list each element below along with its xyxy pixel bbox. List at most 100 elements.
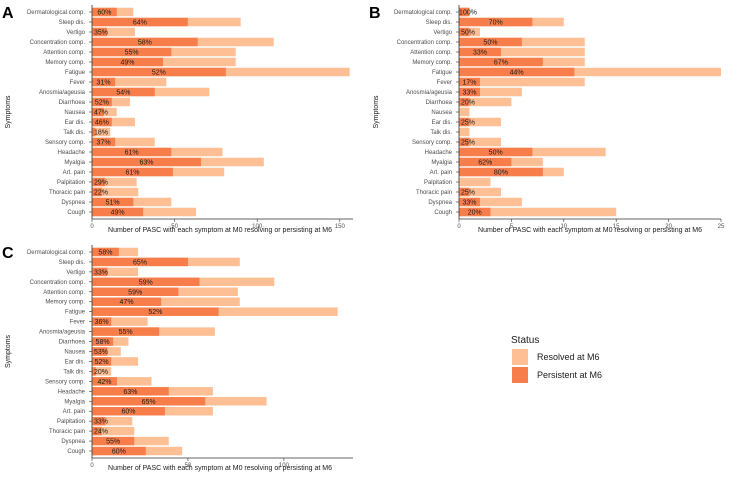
percent-label: 60% <box>121 409 135 416</box>
bar-persistent <box>92 397 206 406</box>
x-tick-label: 100 <box>279 463 290 469</box>
category-label: Art. pain <box>430 170 452 176</box>
percent-label: 35% <box>94 30 108 37</box>
percent-label: 61% <box>125 150 139 157</box>
bar-persistent <box>92 27 107 37</box>
category-label: Dyspnea <box>61 439 85 445</box>
percent-label: 37% <box>97 140 111 147</box>
percent-label: 59% <box>128 289 142 296</box>
category-label: Concentration comp. <box>30 40 86 46</box>
bar-persistent <box>459 167 543 177</box>
bar-persistent <box>459 17 533 27</box>
percent-label: 36% <box>95 319 109 326</box>
percent-label: 50% <box>489 150 503 157</box>
bar-persistent <box>92 387 169 396</box>
percent-label: 61% <box>125 170 139 177</box>
category-label: Vertigo <box>433 30 452 36</box>
category-label: Attention comp. <box>43 50 85 56</box>
percent-label: 44% <box>510 70 524 77</box>
percent-label: 29% <box>94 180 108 187</box>
bar-persistent <box>459 147 533 157</box>
bar-persistent <box>92 57 164 67</box>
bar-resolved <box>92 127 111 137</box>
percent-label: 18% <box>94 130 108 137</box>
percent-label: 65% <box>133 259 147 266</box>
bar-resolved <box>459 47 585 57</box>
category-label: Diarrhoea <box>59 100 86 106</box>
bar-resolved <box>92 357 139 366</box>
y-axis-title: Symptoms <box>5 95 12 129</box>
x-tick-label: 0 <box>90 224 94 230</box>
category-label: Fever <box>70 80 85 86</box>
bar-persistent <box>92 287 179 297</box>
bar-persistent <box>92 7 117 17</box>
x-axis-title: Number of PASC with each symptom at M0 r… <box>478 227 702 234</box>
percent-label: 49% <box>121 60 135 67</box>
y-axis-title: Symptoms <box>5 334 12 368</box>
category-label: Thoracic pain <box>49 190 85 196</box>
percent-label: 58% <box>98 249 112 256</box>
category-label: Dyspnea <box>428 200 452 206</box>
bar-persistent <box>92 117 112 127</box>
category-label: Sensory comp. <box>412 140 452 146</box>
bar-resolved <box>92 297 240 306</box>
bar-resolved <box>92 377 152 386</box>
bar-persistent <box>92 317 112 326</box>
category-label: Memory comp. <box>45 300 85 306</box>
percent-label: 20% <box>468 210 482 217</box>
legend-label: Resolved at M6 <box>537 352 600 362</box>
panel-letter: C <box>2 245 14 262</box>
percent-label: 58% <box>138 40 152 47</box>
percent-label: 60% <box>112 449 126 456</box>
bar-persistent <box>92 426 102 436</box>
percent-label: 55% <box>106 439 120 446</box>
category-label: Attention comp. <box>43 290 85 296</box>
x-tick-label: 50 <box>185 463 192 469</box>
bar-persistent <box>92 406 165 416</box>
bar-persistent <box>459 77 480 87</box>
percent-label: 70% <box>489 20 503 27</box>
percent-label: 52% <box>95 359 109 366</box>
bar-persistent <box>92 197 134 207</box>
percent-label: 47% <box>94 110 108 117</box>
bar-persistent <box>92 97 112 107</box>
category-label: Headache <box>58 150 86 156</box>
percent-label: 51% <box>106 200 120 207</box>
category-label: Palpitation <box>57 419 85 425</box>
x-tick-label: 15 <box>613 224 620 230</box>
category-label: Fever <box>437 80 452 86</box>
category-label: Memory comp. <box>412 60 452 66</box>
bar-resolved <box>459 67 721 77</box>
x-tick-label: 150 <box>335 224 346 230</box>
percent-label: 33% <box>94 269 108 276</box>
category-label: Headache <box>58 389 86 395</box>
percent-label: 63% <box>123 389 137 396</box>
category-label: Myalgia <box>431 160 452 166</box>
bar-resolved <box>92 367 112 376</box>
category-label: Sleep dis. <box>426 20 453 26</box>
percent-label: 64% <box>133 20 147 27</box>
bar-resolved <box>92 416 133 426</box>
category-label: Talk dis. <box>430 130 452 136</box>
category-label: Myalgia <box>64 399 85 405</box>
x-tick-label: 50 <box>171 224 178 230</box>
percent-label: 33% <box>473 50 487 57</box>
bar-resolved <box>459 97 512 107</box>
category-label: Art. pain <box>63 409 85 415</box>
category-label: Thoracic pain <box>49 429 85 435</box>
bar-resolved <box>459 137 501 147</box>
percent-label: 80% <box>494 170 508 177</box>
legend-swatch <box>512 349 528 365</box>
bar-persistent <box>92 107 104 117</box>
x-tick-label: 20 <box>665 224 672 230</box>
bar-resolved <box>92 57 236 67</box>
category-label: Fatigue <box>65 70 86 76</box>
category-label: Diarrhoea <box>426 100 453 106</box>
category-label: Memory comp. <box>45 60 85 66</box>
percent-label: 25% <box>461 140 475 147</box>
category-label: Sensory comp. <box>45 140 85 146</box>
category-label: Nausea <box>431 110 452 116</box>
bar-persistent <box>92 247 119 257</box>
legend-title: Status <box>511 335 539 346</box>
category-label: Headache <box>425 150 453 156</box>
